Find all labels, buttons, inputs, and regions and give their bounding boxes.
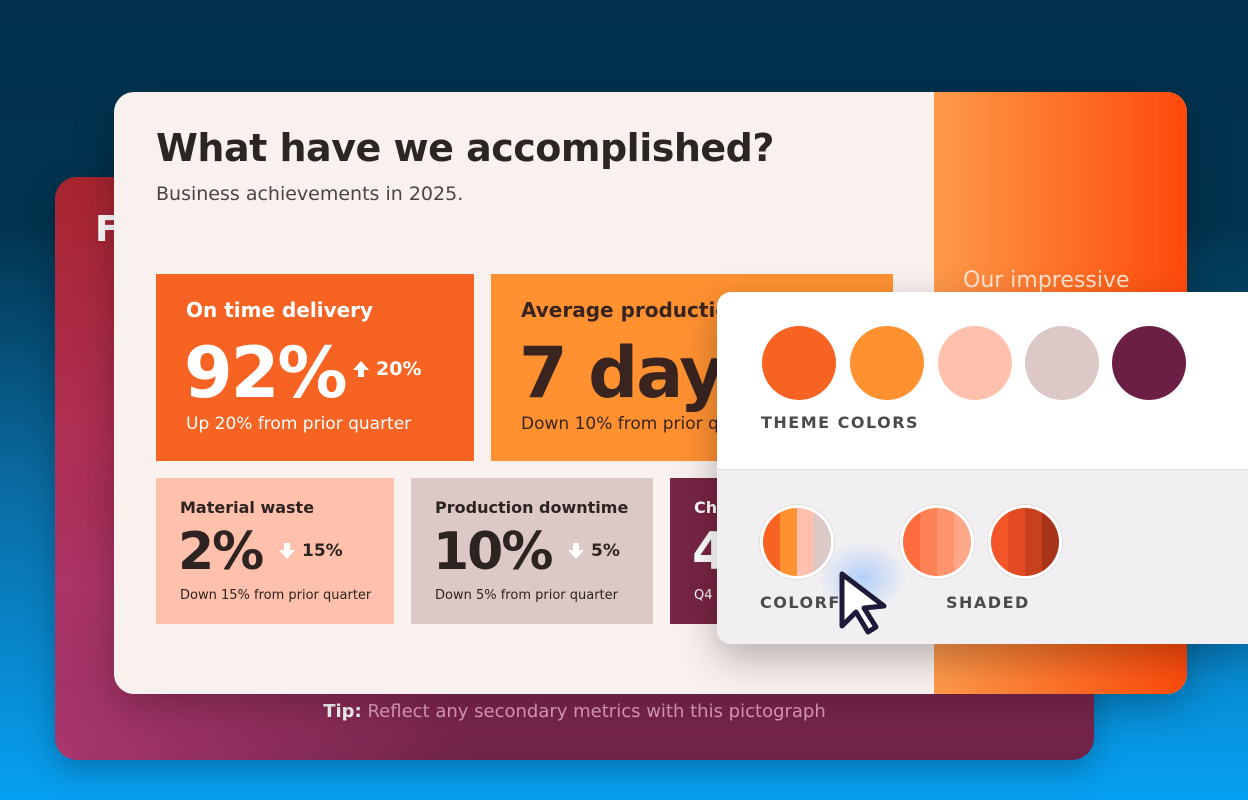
theme-colors-popup[interactable]: THEME COLORS COLORFU SHADED — [717, 292, 1248, 644]
slide-subtitle: Business achievements in 2025. — [156, 183, 464, 205]
metric-note: Down 15% from prior quarter — [180, 588, 372, 603]
palette-stripe — [1008, 508, 1025, 576]
arrow-down-icon — [279, 543, 295, 559]
shaded-palette-option-2[interactable] — [988, 505, 1062, 579]
metric-note: Down 10% from prior q — [521, 414, 719, 434]
mouse-pointer-icon — [839, 571, 887, 635]
palette-stripe — [937, 508, 954, 576]
theme-colors-label: THEME COLORS — [761, 413, 920, 432]
metric-change-value: 15% — [302, 541, 343, 561]
palette-stripe — [920, 508, 937, 576]
metric-label: Material waste — [180, 498, 315, 517]
metric-card-on-time-delivery[interactable]: On time delivery 92% 20% Up 20% from pri… — [156, 274, 474, 461]
arrow-down-icon — [568, 543, 584, 559]
palette-stripe — [763, 508, 780, 576]
shaded-palette-option-1[interactable] — [900, 505, 974, 579]
metric-card-production-downtime[interactable]: Production downtime 10% 5% Down 5% from … — [411, 478, 653, 624]
metric-label: Ch — [694, 498, 718, 517]
arrow-up-icon — [353, 361, 369, 377]
theme-color-swatch[interactable] — [850, 326, 924, 400]
metric-note: Up 20% from prior quarter — [186, 414, 412, 434]
metric-card-material-waste[interactable]: Material waste 2% 15% Down 15% from prio… — [156, 478, 394, 624]
shaded-label: SHADED — [946, 593, 1030, 612]
metric-change: 15% — [278, 541, 343, 561]
metric-note: Down 5% from prior quarter — [435, 588, 618, 603]
metric-change-value: 5% — [591, 541, 620, 561]
metric-change-value: 20% — [376, 358, 422, 380]
metric-change: 5% — [567, 541, 620, 561]
slide-title: What have we accomplished? — [156, 126, 774, 170]
tip-text: Tip: Reflect any secondary metrics with … — [55, 701, 1094, 722]
metric-change: 20% — [352, 358, 421, 380]
theme-color-swatch[interactable] — [938, 326, 1012, 400]
metric-note: Q4 — [694, 588, 713, 603]
tip-label: Tip: — [323, 701, 362, 722]
accent-panel-text: Our impressive — [963, 268, 1130, 293]
palette-stripe — [780, 508, 797, 576]
palette-stripe — [1025, 508, 1042, 576]
metric-label: On time delivery — [186, 298, 374, 322]
palette-stripe — [797, 508, 814, 576]
metric-value: 2% — [178, 522, 264, 582]
metric-value: 7 day — [519, 332, 725, 414]
metric-value: 10% — [433, 522, 553, 582]
theme-color-swatch[interactable] — [1025, 326, 1099, 400]
palette-stripe — [991, 508, 1008, 576]
metric-label: Production downtime — [435, 498, 629, 517]
tip-body: Reflect any secondary metrics with this … — [361, 701, 826, 722]
theme-color-swatch[interactable] — [762, 326, 836, 400]
palette-stripe — [903, 508, 920, 576]
metric-value: 92% — [184, 332, 348, 414]
theme-color-swatch[interactable] — [1112, 326, 1186, 400]
colorful-palette-option[interactable] — [760, 505, 834, 579]
metric-label: Average productio — [521, 298, 730, 322]
